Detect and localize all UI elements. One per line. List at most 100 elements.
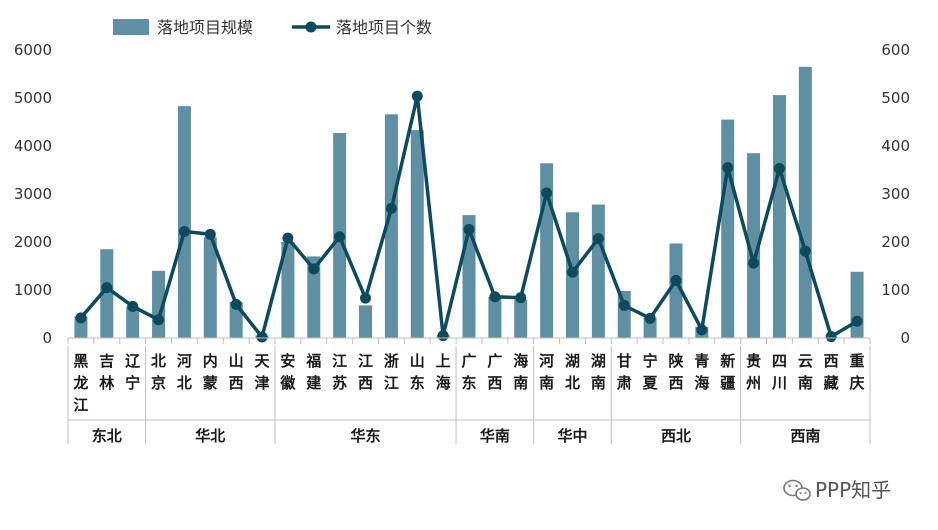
bar [514,299,528,338]
line-point [101,282,113,294]
region-label: 华南 [480,427,510,445]
bar [643,317,657,338]
line-point [541,187,553,199]
category-label: 青海 [694,352,709,392]
line-point [256,331,268,343]
region-label: 西南 [790,427,820,445]
region-label: 华中 [557,427,587,445]
region-label: 西北 [661,427,691,445]
bar [772,95,786,339]
line-point [515,292,527,304]
y-right-tick-label: 600 [881,41,910,59]
category-label: 海南 [513,352,528,392]
line-point [334,231,346,243]
bar [177,106,191,338]
line-point [204,228,216,240]
bar-series [74,66,864,339]
wechat-icon [783,479,811,501]
category-label: 湖南 [591,352,606,392]
x-axis: 黑龙江吉林辽宁北京河北内蒙山西天津安徽福建江苏江西浙江山东上海广东广西海南河南湖… [67,337,871,445]
line-point [230,298,242,310]
y-left-tick-label: 6000 [14,41,52,59]
y-right-tick-label: 400 [881,137,910,155]
watermark: PPP知乎 [783,478,891,502]
region-label: 华北 [195,427,225,445]
y-right-tick-label: 100 [881,281,910,299]
bar [359,305,373,338]
line-point [592,233,604,245]
category-label: 陕西 [668,352,683,392]
line-point [566,266,578,278]
line-point [127,300,139,312]
line-point [75,312,87,324]
line-point [411,90,423,102]
line-point [463,224,475,236]
category-label: 广西 [487,352,502,392]
line-point [360,292,372,304]
line-point [825,331,837,343]
category-label: 山东 [410,352,425,392]
category-label: 河南 [539,352,554,392]
bar [721,119,735,338]
line-point [670,274,682,286]
category-label: 吉林 [99,352,115,392]
y-axis-right: 0 100 200 300 400 500 600 [881,41,910,347]
region-label: 华东 [351,427,381,445]
legend-line-label: 落地项目个数 [336,18,432,37]
line-point [308,263,320,275]
y-right-tick-label: 300 [881,185,910,203]
y-left-tick-label: 3000 [14,185,52,203]
category-label: 广东 [461,352,476,392]
y-right-tick-label: 0 [900,329,910,347]
category-label: 西藏 [824,352,839,392]
line-point [178,225,190,237]
category-label: 宁夏 [642,352,659,392]
line-point [799,245,811,257]
legend-bar-swatch [113,19,149,35]
line-point [773,163,785,175]
bar [669,243,683,338]
y-left-tick-label: 2000 [14,233,52,251]
category-label: 新疆 [720,352,735,392]
category-label: 内蒙 [203,352,218,392]
bar [281,242,295,338]
line-point [618,299,630,311]
category-label: 辽宁 [125,352,140,392]
watermark-text: PPP知乎 [815,478,891,502]
category-label: 山西 [229,352,244,392]
line-point [722,162,734,174]
line-point [851,315,863,327]
category-label: 北京 [151,352,166,392]
y-left-tick-label: 1000 [14,281,52,299]
line-point [282,232,294,244]
category-label: 贵州 [745,352,761,392]
y-left-tick-label: 0 [42,329,52,347]
category-label: 浙江 [384,352,399,392]
bar [100,249,114,338]
line-point [644,312,656,324]
category-label: 安徽 [279,352,296,392]
bar [488,297,502,338]
bar [591,204,605,338]
y-left-tick-label: 4000 [14,137,52,155]
category-label: 天津 [255,352,271,392]
bar [203,237,217,338]
region-label: 东北 [92,427,122,445]
line-series [75,90,863,343]
legend-line-marker [305,21,317,33]
line-point [748,257,760,269]
category-label: 湖北 [565,352,580,392]
legend-bar-label: 落地项目规模 [157,18,253,37]
y-right-tick-label: 200 [881,233,910,251]
line-point [153,314,165,326]
category-label: 黑龙江 [72,352,88,414]
bar [307,256,321,338]
legend: 落地项目规模 落地项目个数 [113,18,432,37]
category-label: 河北 [177,352,192,392]
category-label: 甘肃 [617,352,632,392]
category-label: 江西 [358,352,373,392]
category-label: 福建 [305,352,322,392]
category-label: 上海 [436,352,451,392]
